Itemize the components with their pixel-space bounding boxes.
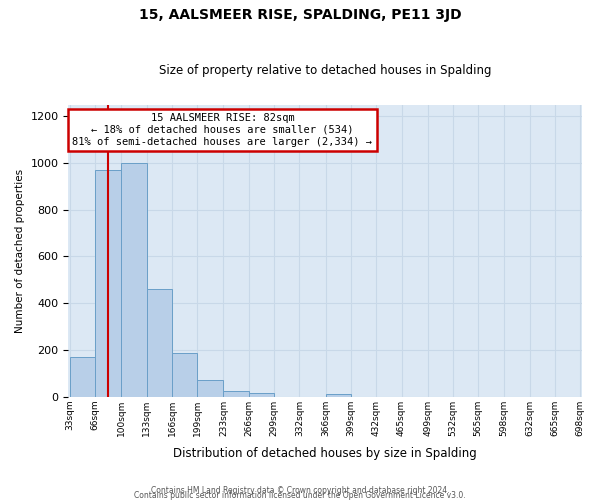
Text: 15 AALSMEER RISE: 82sqm
← 18% of detached houses are smaller (534)
81% of semi-d: 15 AALSMEER RISE: 82sqm ← 18% of detache… (73, 114, 373, 146)
Bar (70, 357, 95, 397)
Bar (326, 394, 351, 396)
Bar (223, 391, 249, 396)
Bar (121, 163, 146, 396)
Bar (197, 380, 223, 396)
Bar (172, 354, 197, 397)
Y-axis label: Number of detached properties: Number of detached properties (15, 168, 25, 332)
X-axis label: Distribution of detached houses by size in Spalding: Distribution of detached houses by size … (173, 447, 477, 460)
Bar (249, 392, 274, 396)
Bar (95, 170, 121, 396)
Text: 15, AALSMEER RISE, SPALDING, PE11 3JD: 15, AALSMEER RISE, SPALDING, PE11 3JD (139, 8, 461, 22)
Text: Contains public sector information licensed under the Open Government Licence v3: Contains public sector information licen… (134, 491, 466, 500)
Bar (146, 289, 172, 397)
Title: Size of property relative to detached houses in Spalding: Size of property relative to detached ho… (159, 64, 491, 77)
Text: Contains HM Land Registry data © Crown copyright and database right 2024.: Contains HM Land Registry data © Crown c… (151, 486, 449, 495)
